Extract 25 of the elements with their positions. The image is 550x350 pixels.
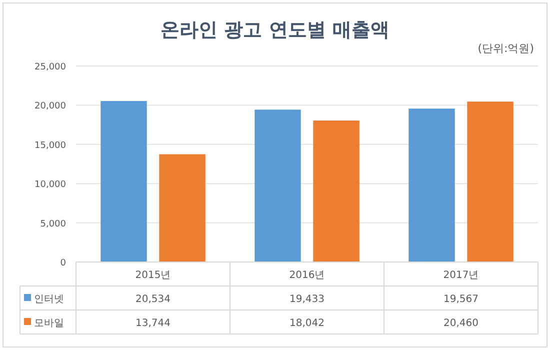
data-label: 18,042	[290, 318, 324, 329]
y-tick-label: 10,000	[34, 180, 66, 190]
y-tick-label: 15,000	[34, 140, 66, 151]
bar	[159, 154, 206, 262]
bar	[100, 101, 147, 262]
y-tick-label: 5,000	[40, 219, 66, 230]
data-label: 13,744	[136, 318, 170, 329]
bar	[254, 110, 301, 262]
x-tick-label: 2017년	[443, 270, 479, 281]
x-tick-label: 2015년	[135, 270, 171, 281]
bar	[408, 108, 455, 262]
data-label: 20,534	[136, 294, 170, 305]
chart-title: 온라인 광고 연도별 매출액	[160, 19, 390, 41]
x-tick-label: 2016년	[289, 270, 325, 281]
chart-subtitle: (단위:억원)	[478, 42, 534, 55]
y-tick-label: 25,000	[34, 62, 66, 72]
bar	[313, 120, 360, 262]
legend-label: 인터넷	[34, 294, 64, 305]
data-label: 19,433	[290, 294, 324, 305]
data-label: 19,567	[444, 294, 478, 305]
y-tick-label: 0	[60, 258, 66, 268]
bar	[467, 102, 514, 262]
data-label: 20,460	[444, 318, 478, 329]
y-tick-label: 20,000	[34, 102, 66, 112]
legend-label: 모바일	[34, 318, 64, 329]
